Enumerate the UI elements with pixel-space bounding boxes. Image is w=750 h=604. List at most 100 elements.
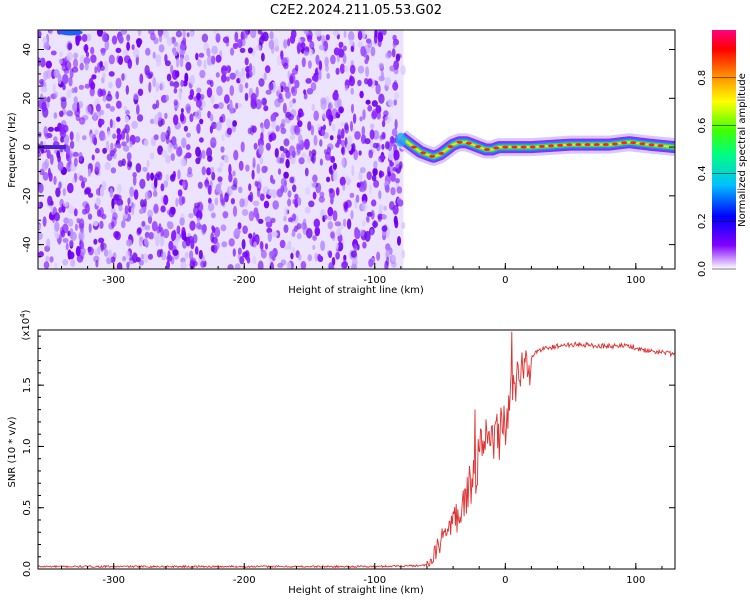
noise-blob: [63, 217, 70, 224]
noise-blob: [106, 93, 113, 102]
noise-blob: [343, 30, 347, 38]
noise-blob: [258, 78, 265, 87]
noise-blob: [64, 60, 72, 71]
noise-blob: [346, 143, 352, 152]
noise-blob: [62, 259, 69, 266]
noise-blob: [153, 203, 159, 214]
noise-blob: [153, 177, 158, 188]
noise-blob: [332, 210, 338, 222]
noise-blob: [392, 81, 399, 91]
noise-blob: [67, 42, 73, 51]
noise-blob: [257, 30, 262, 35]
noise-blob: [111, 221, 115, 229]
noise-blob: [297, 134, 303, 145]
noise-blob: [284, 244, 289, 250]
noise-blob: [359, 167, 366, 174]
noise-blob: [279, 123, 285, 130]
noise-blob: [401, 222, 406, 229]
noise-blob: [313, 218, 320, 228]
x-tick-label: -100: [363, 575, 386, 586]
noise-blob: [49, 256, 54, 263]
noise-blob: [110, 207, 116, 214]
noise-blob: [264, 216, 272, 223]
noise-blob: [168, 240, 174, 251]
noise-blob: [42, 216, 47, 227]
noise-blob: [123, 105, 128, 111]
noise-blob: [113, 193, 120, 201]
noise-blob: [401, 249, 406, 259]
noise-blob: [126, 34, 131, 42]
noise-blob: [59, 51, 63, 58]
noise-blob: [270, 113, 277, 123]
noise-blob: [55, 233, 60, 239]
noise-blob: [371, 109, 378, 119]
noise-blob: [368, 149, 374, 159]
noise-blob: [319, 191, 325, 198]
noise-blob: [239, 75, 246, 84]
noise-blob: [304, 167, 309, 177]
noise-blob: [307, 121, 312, 131]
noise-blob: [201, 166, 206, 176]
noise-blob: [253, 241, 257, 248]
noise-blob: [224, 94, 230, 104]
noise-blob: [121, 73, 125, 81]
noise-blob: [111, 35, 118, 45]
noise-blob: [330, 196, 334, 205]
noise-blob: [391, 48, 396, 58]
noise-blob: [88, 223, 92, 233]
noise-blob: [305, 186, 311, 196]
noise-blob: [328, 250, 333, 258]
noise-blob: [95, 103, 101, 112]
noise-blob: [74, 223, 78, 231]
noise-blob: [122, 145, 130, 152]
noise-blob: [126, 41, 130, 51]
noise-blob: [316, 123, 322, 131]
noise-blob: [256, 163, 261, 175]
noise-blob: [194, 202, 200, 208]
noise-blob: [221, 66, 229, 72]
noise-blob: [349, 192, 355, 199]
noise-blob: [99, 109, 105, 116]
noise-blob: [354, 228, 361, 240]
noise-blob: [102, 72, 106, 79]
noise-blob: [318, 44, 325, 51]
noise-blob: [172, 170, 176, 179]
noise-blob: [395, 53, 401, 62]
noise-blob: [348, 76, 355, 87]
noise-blob: [108, 81, 113, 89]
noise-blob: [211, 171, 216, 181]
tone-peak: [420, 151, 427, 155]
noise-blob: [178, 195, 184, 206]
noise-blob: [307, 254, 313, 262]
noise-blob: [175, 30, 182, 38]
noise-blob: [221, 73, 227, 83]
noise-blob: [38, 224, 42, 230]
noise-blob: [209, 113, 214, 122]
noise-blob: [364, 230, 371, 242]
noise-blob: [275, 125, 280, 132]
noise-blob: [268, 189, 275, 197]
y-tick-label: 0: [22, 144, 33, 150]
noise-blob: [332, 170, 338, 182]
noise-blob: [206, 79, 212, 85]
noise-blob: [195, 52, 199, 61]
noise-blob: [232, 170, 236, 177]
noise-blob: [296, 145, 301, 155]
noise-blob: [278, 93, 283, 100]
noise-blob: [312, 235, 317, 241]
noise-blob: [91, 74, 97, 80]
x-tick-label: -300: [102, 575, 125, 586]
noise-blob: [393, 215, 398, 225]
noise-blob: [42, 161, 48, 171]
noise-blob: [102, 96, 108, 102]
noise-blob: [176, 44, 181, 52]
noise-blob: [79, 175, 84, 182]
noise-blob: [215, 54, 222, 63]
noise-blob: [360, 46, 366, 57]
noise-blob: [287, 81, 291, 88]
noise-blob: [152, 103, 158, 110]
y-tick-label: -20: [22, 188, 33, 204]
noise-blob: [400, 65, 406, 76]
noise-blob: [298, 253, 302, 261]
